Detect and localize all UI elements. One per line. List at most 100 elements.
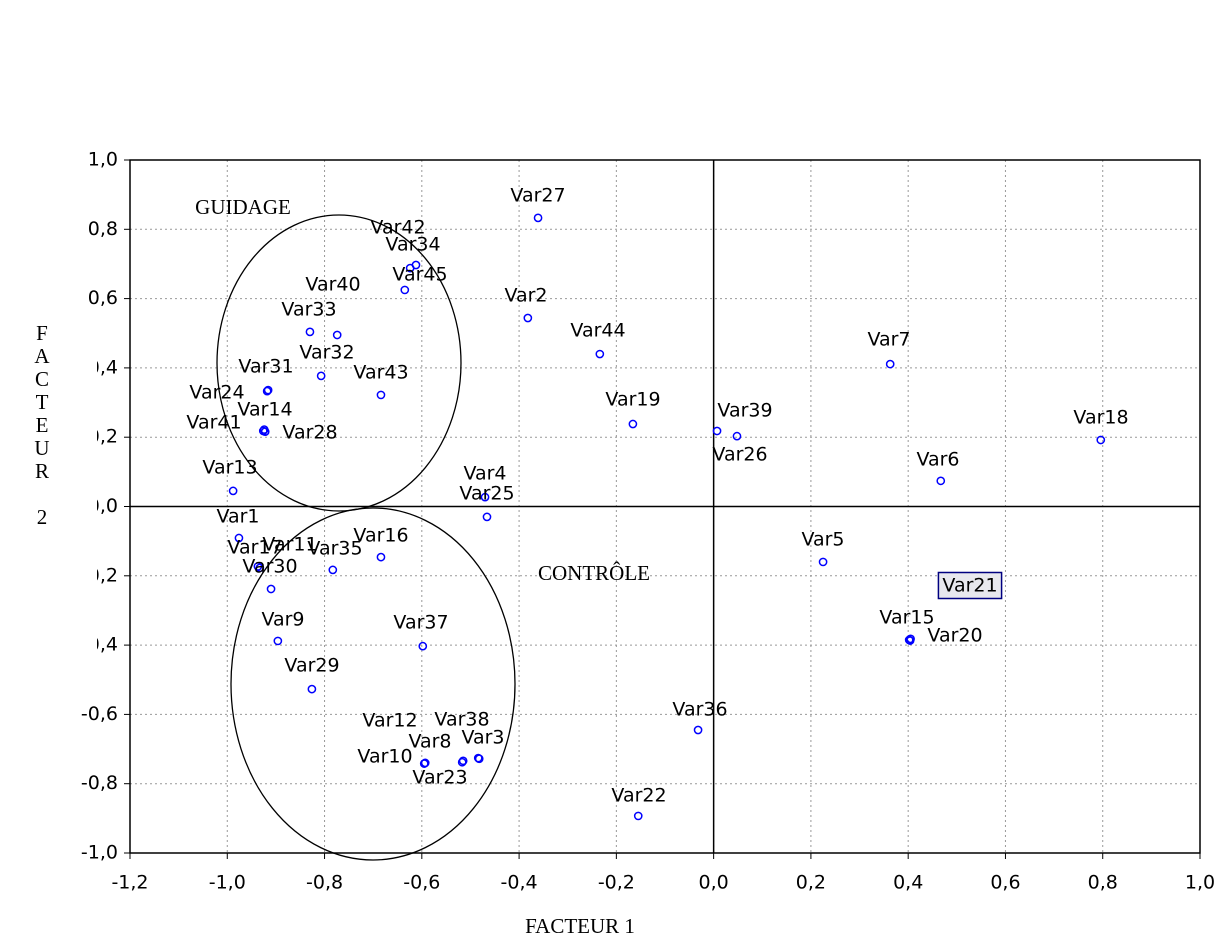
point-label: Var40 xyxy=(305,274,360,296)
point-label: Var32 xyxy=(299,342,354,364)
point-label: Var34 xyxy=(385,234,440,256)
point xyxy=(480,492,490,502)
point xyxy=(693,725,703,735)
point xyxy=(712,426,722,436)
point-label: Var45 xyxy=(392,264,447,286)
point-label: Var25 xyxy=(459,483,514,505)
x-tick-label: 0,0 xyxy=(699,872,729,894)
point-label: Var19 xyxy=(605,389,660,411)
selected-label-box xyxy=(937,571,1003,600)
point-label: Var13 xyxy=(202,457,257,479)
x-tick-label: 0,8 xyxy=(1088,872,1118,894)
point xyxy=(936,476,946,486)
point-label: Var22 xyxy=(611,785,666,807)
point-label: Var42 xyxy=(370,217,425,239)
point-label: Var20 xyxy=(927,625,982,647)
point-label: Var3 xyxy=(461,727,504,749)
point-label: Var39 xyxy=(717,400,772,422)
point-label: Var26 xyxy=(712,444,767,466)
point-label: Var30 xyxy=(242,556,297,578)
point xyxy=(482,512,492,522)
point xyxy=(305,327,315,337)
y-tick-label: 1,0 xyxy=(88,149,118,171)
x-tick-label: 0,2 xyxy=(796,872,826,894)
x-tick-label: 0,4 xyxy=(893,872,923,894)
annotation: CONTRÔLE xyxy=(538,561,650,585)
point-label: Var7 xyxy=(867,329,910,351)
point xyxy=(906,634,915,644)
x-tick-label: -0,4 xyxy=(501,872,538,894)
point xyxy=(376,552,386,562)
point xyxy=(255,563,265,573)
point xyxy=(457,757,467,767)
point xyxy=(405,263,415,273)
point xyxy=(316,371,326,381)
controle-ellipse xyxy=(230,507,516,861)
point-label: Var35 xyxy=(307,538,362,560)
point-label: Var2 xyxy=(504,285,547,307)
x-axis-label: FACTEUR 1 xyxy=(525,914,635,938)
point xyxy=(263,385,273,395)
point xyxy=(533,213,543,223)
point xyxy=(419,759,429,768)
point-label: Var43 xyxy=(353,362,408,384)
point-label: Var10 xyxy=(357,746,412,768)
point xyxy=(253,562,263,571)
point-label: Var31 xyxy=(238,356,293,378)
point-label: Var24 xyxy=(189,382,244,404)
point xyxy=(228,486,238,496)
point xyxy=(628,419,638,429)
annotation: GUIDAGE xyxy=(195,195,291,219)
x-tick-label: -0,2 xyxy=(598,872,635,894)
x-tick-label: -1,0 xyxy=(209,872,246,894)
y-tick-label: -0,6 xyxy=(81,703,118,725)
y-tick-label: -0,8 xyxy=(81,772,118,794)
point-label: Var44 xyxy=(570,320,625,342)
point-label: Var38 xyxy=(434,709,489,731)
point-label: Var36 xyxy=(672,699,727,721)
y-label-box xyxy=(35,320,97,656)
point xyxy=(1096,435,1106,445)
point-label: Var6 xyxy=(916,449,959,471)
point-label: Var15 xyxy=(879,607,934,629)
guidage-ellipse xyxy=(216,214,462,512)
y-tick-label: 0,6 xyxy=(88,287,118,309)
point xyxy=(400,285,410,295)
y-tick-label: 0,8 xyxy=(88,218,118,240)
point-label: Var14 xyxy=(237,399,292,421)
point-label: Var21 xyxy=(942,575,997,597)
point-label: Var29 xyxy=(284,655,339,677)
y-tick-label: -1,0 xyxy=(81,842,118,864)
point-label: Var4 xyxy=(463,463,506,485)
point xyxy=(818,557,828,567)
point-label: Var12 xyxy=(362,710,417,732)
point xyxy=(332,330,342,340)
point xyxy=(523,313,533,323)
point-label: Var18 xyxy=(1073,407,1128,429)
point xyxy=(732,431,742,441)
point xyxy=(307,684,317,694)
x-tick-label: -0,6 xyxy=(403,872,440,894)
point-label: Var5 xyxy=(801,529,844,551)
point xyxy=(595,349,605,359)
point-label: Var41 xyxy=(186,412,241,434)
point-label: Var9 xyxy=(261,609,304,631)
point-label: Var11 xyxy=(262,534,317,556)
x-tick-label: 1,0 xyxy=(1185,872,1215,894)
point-label: Var27 xyxy=(510,185,565,207)
point-label: Var37 xyxy=(393,612,448,634)
point-label: Var16 xyxy=(353,525,408,547)
point xyxy=(418,641,428,651)
point xyxy=(260,427,270,437)
point xyxy=(885,359,895,369)
point-label: Var23 xyxy=(412,767,467,789)
point-label: Var8 xyxy=(408,731,451,753)
point xyxy=(633,811,643,821)
point xyxy=(328,565,338,575)
point-label: Var33 xyxy=(281,299,336,321)
point xyxy=(273,636,283,646)
point-label: Var1 xyxy=(216,506,259,528)
x-tick-label: -1,2 xyxy=(111,872,148,894)
point xyxy=(474,754,484,764)
